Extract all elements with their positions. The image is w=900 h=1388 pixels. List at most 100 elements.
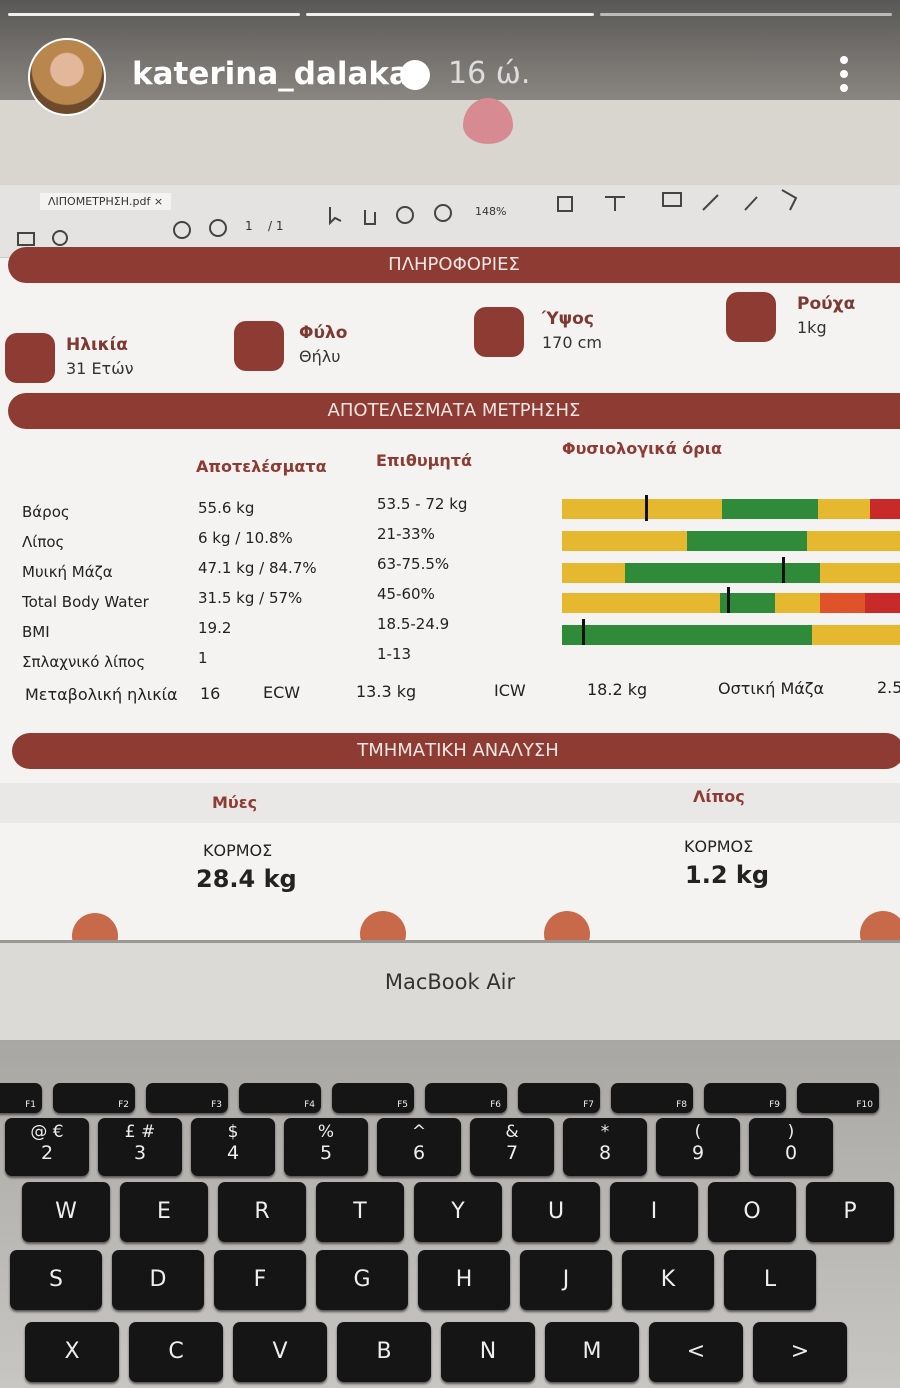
post-time: 16 ώ. [448, 56, 531, 91]
row-label: Σπλαχνικό λίπος [22, 653, 146, 671]
menu-dot[interactable] [840, 84, 848, 92]
progress-bar [600, 13, 892, 16]
menu-dot[interactable] [840, 70, 848, 78]
result-value: 19.2 [198, 619, 232, 637]
number-key[interactable]: £ #3 [98, 1118, 182, 1176]
info-value: 170 cm [542, 333, 603, 352]
key-top-label: £ # [124, 1122, 156, 1142]
scroll-button[interactable] [72, 913, 118, 940]
file-name: ΛΙΠΟΜΕΤΡΗΣΗ.pdf [48, 195, 151, 208]
key-label: 9 [691, 1142, 705, 1164]
extra-value: 2.5 [877, 678, 900, 697]
result-value: 45-60% [377, 585, 435, 603]
scroll-button[interactable] [544, 911, 590, 940]
info-value: Θήλυ [299, 347, 341, 366]
key-top-label: * [600, 1122, 610, 1142]
letter-key[interactable]: I [610, 1182, 698, 1242]
info-value: 1kg [797, 318, 827, 337]
number-key[interactable]: $4 [191, 1118, 275, 1176]
story-header [0, 0, 900, 110]
heart-sticker [463, 98, 513, 144]
number-key[interactable]: % 5 [284, 1118, 368, 1176]
function-key[interactable]: F8 [611, 1083, 693, 1113]
number-key[interactable]: (9 [656, 1118, 740, 1176]
laptop-bezel [0, 100, 900, 195]
letter-key[interactable]: > [753, 1322, 847, 1382]
function-key[interactable]: F10 [797, 1083, 879, 1113]
function-key[interactable]: F3 [146, 1083, 228, 1113]
zoom-level[interactable]: 148% [475, 205, 507, 218]
extra-value: 13.3 kg [356, 682, 417, 701]
function-key[interactable]: F5 [332, 1083, 414, 1113]
verified-badge [400, 60, 430, 90]
scroll-button[interactable] [360, 911, 406, 940]
letter-key[interactable]: F [214, 1250, 306, 1310]
function-key[interactable]: F2 [53, 1083, 135, 1113]
range-bars [562, 495, 900, 645]
letter-key[interactable]: H [418, 1250, 510, 1310]
progress-bar [8, 13, 300, 16]
letter-key[interactable]: G [316, 1250, 408, 1310]
letter-key[interactable]: T [316, 1182, 404, 1242]
letter-key[interactable]: C [129, 1322, 223, 1382]
page-number[interactable]: 1 [245, 219, 253, 233]
height-icon [474, 307, 524, 357]
letter-key[interactable]: X [25, 1322, 119, 1382]
result-value: 31.5 kg / 57% [198, 589, 303, 607]
extra-label: Μεταβολική ηλικία [25, 685, 178, 704]
letter-key[interactable]: S [10, 1250, 102, 1310]
function-key[interactable]: F7 [518, 1083, 600, 1113]
column-header: Επιθυμητά [376, 451, 472, 470]
key-top-label: $ [227, 1122, 239, 1142]
letter-key[interactable]: D [112, 1250, 204, 1310]
clothes-icon [726, 292, 776, 342]
key-label: 0 [784, 1142, 798, 1164]
extra-value: 16 [200, 684, 221, 703]
letter-key[interactable]: M [545, 1322, 639, 1382]
result-value: 21-33% [377, 525, 435, 543]
letter-key[interactable]: < [649, 1322, 743, 1382]
pdf-tab[interactable]: ΛΙΠΟΜΕΤΡΗΣΗ.pdf × [40, 193, 172, 210]
extra-value: 18.2 kg [587, 680, 648, 699]
letter-key[interactable]: R [218, 1182, 306, 1242]
result-value: 53.5 - 72 kg [377, 495, 468, 513]
info-label: Ύψος [542, 309, 594, 329]
group-title: Μύες [212, 793, 258, 812]
letter-key[interactable]: Y [414, 1182, 502, 1242]
number-key[interactable]: & 7 [470, 1118, 554, 1176]
letter-key[interactable]: K [622, 1250, 714, 1310]
progress-bar [306, 13, 594, 16]
letter-key[interactable]: L [724, 1250, 816, 1310]
function-key[interactable]: F1 [0, 1083, 42, 1113]
key-label: 6 [412, 1142, 426, 1164]
letter-key[interactable]: U [512, 1182, 600, 1242]
laptop-model: MacBook Air [384, 970, 516, 994]
key-top-label: % [317, 1122, 335, 1142]
letter-key[interactable]: W [22, 1182, 110, 1242]
function-key[interactable]: F9 [704, 1083, 786, 1113]
letter-key[interactable]: B [337, 1322, 431, 1382]
username[interactable]: katerina_dalaka [132, 56, 410, 92]
letter-key[interactable]: V [233, 1322, 327, 1382]
number-key[interactable]: ^ 6 [377, 1118, 461, 1176]
body-part: ΚΟΡΜΟΣ [203, 841, 273, 860]
key-label: 5 [319, 1142, 333, 1164]
key-label: 7 [505, 1142, 519, 1164]
letter-key[interactable]: N [441, 1322, 535, 1382]
letter-key[interactable]: E [120, 1182, 208, 1242]
column-header: Φυσιολογικά όρια [562, 439, 722, 458]
function-key[interactable]: F6 [425, 1083, 507, 1113]
menu-dot[interactable] [840, 56, 848, 64]
letter-key[interactable]: O [708, 1182, 796, 1242]
avatar[interactable] [28, 38, 106, 116]
extra-label: ECW [263, 683, 301, 702]
letter-key[interactable]: P [806, 1182, 894, 1242]
letter-key[interactable]: J [520, 1250, 612, 1310]
number-key[interactable]: * 8 [563, 1118, 647, 1176]
row-label: Λίπος [22, 533, 65, 551]
result-value: 1-13 [377, 645, 412, 663]
scroll-button[interactable] [860, 911, 900, 940]
function-key[interactable]: F4 [239, 1083, 321, 1113]
number-key[interactable]: @ €2 [5, 1118, 89, 1176]
number-key[interactable]: ) 0 [749, 1118, 833, 1176]
